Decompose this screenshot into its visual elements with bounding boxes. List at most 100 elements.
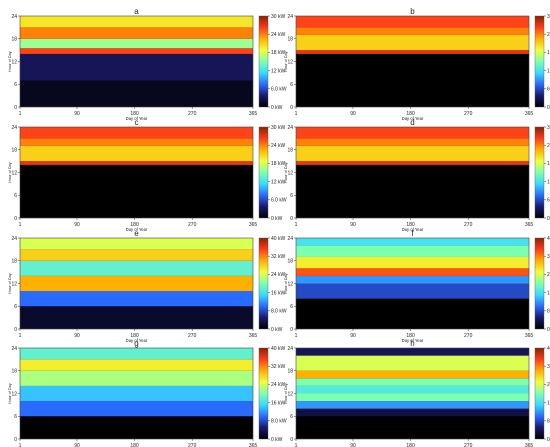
panel-f: f 1 90 180 270 365 Day of Year 0 6 12 18 24 Hour of … [284, 229, 550, 343]
heat-band [296, 298, 529, 329]
heat-band [20, 27, 253, 39]
y-tick-label: 24 [11, 236, 17, 242]
y-tick-label: 0 [290, 327, 293, 333]
colorbar-tick-label: 0 kW [547, 327, 550, 333]
heat-band [296, 50, 529, 54]
panel-title: g [134, 339, 138, 348]
heat-band [20, 359, 253, 371]
y-tick-label: 24 [11, 125, 17, 131]
y-tick-label: 6 [290, 414, 293, 420]
panel-e: e 1 90 180 270 365 Day of Year 0 6 12 18 24 Hour of … [8, 229, 287, 343]
y-tick-label: 6 [290, 193, 293, 199]
x-tick-label: 365 [249, 111, 258, 117]
x-tick-label: 1 [295, 443, 298, 447]
heat-band [296, 34, 529, 51]
x-tick-label: 90 [350, 222, 356, 228]
colorbar-tick-label: 12 kW [547, 179, 550, 185]
heat-band [296, 238, 529, 246]
x-tick-label: 365 [525, 111, 534, 117]
colorbar-tick-label: 24 kW [547, 143, 550, 149]
colorbar-tick-label: 24 kW [547, 382, 550, 388]
heat-band [296, 378, 529, 386]
y-tick-label: 24 [287, 125, 293, 131]
heat-band [20, 138, 253, 146]
y-tick-label: 18 [287, 148, 293, 154]
y-tick-label: 0 [290, 437, 293, 443]
colorbar-tick-label: 40 kW [271, 346, 285, 352]
y-tick-label: 24 [287, 14, 293, 20]
colorbar-tick-label: 24 kW [547, 32, 550, 38]
heat-band [20, 401, 253, 417]
heat-band [296, 275, 529, 284]
colorbar-tick-label: 18 kW [271, 161, 285, 167]
y-tick-label: 24 [287, 236, 293, 242]
heat-band [296, 27, 529, 35]
heat-band [20, 306, 253, 329]
colorbar [258, 15, 269, 108]
heat-band [20, 370, 253, 386]
y-tick-label: 18 [287, 37, 293, 43]
x-tick-label: 365 [249, 222, 258, 228]
y-tick-label: 18 [287, 259, 293, 265]
colorbar-tick-label: 0 kW [271, 216, 283, 222]
x-tick-label: 1 [19, 443, 22, 447]
x-tick-label: 270 [188, 111, 197, 117]
y-tick-label: 24 [11, 14, 17, 20]
y-tick-label: 12 [287, 391, 293, 397]
heat-band [20, 416, 253, 439]
colorbar-tick-label: 12 kW [271, 179, 285, 185]
heat-band [296, 408, 529, 417]
colorbar-tick-label: 6.0 kW [547, 198, 550, 204]
y-tick-label: 12 [287, 59, 293, 65]
y-tick-label: 18 [11, 37, 17, 43]
y-tick-label: 6 [14, 414, 17, 420]
x-tick-label: 180 [130, 111, 139, 117]
x-tick-label: 90 [350, 333, 356, 339]
x-tick-label: 365 [525, 222, 534, 228]
heat-band [20, 53, 253, 81]
x-tick-label: 180 [130, 333, 139, 339]
colorbar-tick-label: 24 kW [271, 272, 285, 278]
y-tick-label: 24 [11, 346, 17, 352]
x-tick-label: 90 [350, 443, 356, 447]
colorbar-tick-label: 8.0 kW [271, 309, 287, 315]
panel-title: b [410, 7, 415, 16]
x-tick-label: 270 [464, 443, 473, 447]
y-tick-label: 12 [11, 170, 17, 176]
colorbar-tick-label: 24 kW [271, 143, 285, 149]
heat-band [20, 164, 253, 218]
x-axis-label: Day of Year [126, 338, 148, 343]
panel-d: d 1 90 180 270 365 Day of Year 0 6 12 18 24 Hour of … [284, 118, 550, 232]
y-tick-label: 6 [14, 304, 17, 310]
y-tick-label: 12 [11, 59, 17, 65]
x-tick-label: 180 [406, 333, 415, 339]
heat-band [20, 127, 253, 139]
x-tick-label: 270 [464, 333, 473, 339]
x-tick-label: 270 [188, 443, 197, 447]
y-axis-label: Hour of Day [284, 273, 288, 293]
heat-band [20, 145, 253, 162]
y-tick-label: 12 [287, 281, 293, 287]
x-axis-label: Day of Year [402, 338, 424, 343]
x-tick-label: 90 [74, 443, 80, 447]
colorbar-tick-label: 8.0 kW [547, 309, 550, 315]
panel-b: b 1 90 180 270 365 Day of Year 0 6 12 18 24 Hour of … [284, 7, 550, 121]
y-tick-label: 6 [14, 82, 17, 88]
colorbar-tick-label: 16 kW [547, 400, 550, 406]
heat-band [20, 385, 253, 402]
heat-band [296, 370, 529, 379]
colorbar-tick-label: 30 kW [271, 14, 285, 20]
heat-band [296, 161, 529, 165]
colorbar-tick-label: 6.0 kW [547, 87, 550, 93]
x-tick-label: 1 [295, 222, 298, 228]
heat-band [20, 348, 253, 360]
heat-band [20, 48, 253, 54]
y-tick-label: 12 [287, 170, 293, 176]
panel-c: c 1 90 180 270 365 Day of Year 0 6 12 18 24 Hour of … [8, 118, 287, 232]
heat-band [296, 401, 529, 409]
colorbar-tick-label: 0 kW [271, 327, 283, 333]
heat-band [296, 245, 529, 257]
colorbar-tick-label: 24 kW [547, 272, 550, 278]
x-tick-label: 365 [249, 333, 258, 339]
